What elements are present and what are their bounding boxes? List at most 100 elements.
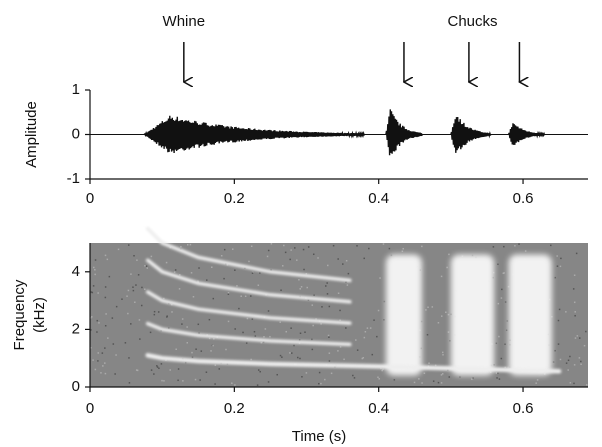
noise-dot xyxy=(218,368,221,370)
noise-dot xyxy=(263,335,265,338)
noise-dot xyxy=(440,275,443,278)
noise-dot xyxy=(388,247,391,250)
noise-dot xyxy=(297,356,299,359)
noise-dot xyxy=(94,368,97,371)
noise-dot xyxy=(585,384,588,386)
y-tick-label: 4 xyxy=(72,263,80,280)
noise-dot xyxy=(302,248,305,251)
noise-dot xyxy=(163,297,165,300)
x-tick-label: 0.6 xyxy=(513,400,534,417)
noise-dot xyxy=(208,337,211,340)
noise-dot xyxy=(377,376,379,379)
waveform-burst xyxy=(507,123,546,145)
noise-dot xyxy=(236,285,238,287)
noise-dot xyxy=(177,368,180,370)
noise-dot xyxy=(128,382,131,384)
noise-dot xyxy=(90,329,92,331)
noise-dot xyxy=(144,265,146,267)
noise-dot xyxy=(306,286,308,289)
noise-dot xyxy=(270,243,273,245)
noise-dot xyxy=(421,382,423,384)
noise-dot xyxy=(94,269,96,271)
noise-dot xyxy=(104,286,107,288)
noise-dot xyxy=(156,366,159,368)
noise-dot xyxy=(187,244,189,246)
noise-dot xyxy=(111,317,114,319)
noise-dot xyxy=(117,248,120,251)
noise-dot xyxy=(115,305,118,308)
noise-dot xyxy=(363,257,365,260)
noise-dot xyxy=(250,295,252,297)
noise-dot xyxy=(574,337,577,339)
noise-dot xyxy=(191,351,193,354)
noise-dot xyxy=(104,324,107,327)
noise-dot xyxy=(575,252,578,255)
noise-dot xyxy=(514,245,516,247)
noise-dot xyxy=(227,320,230,323)
noise-dot xyxy=(361,357,364,360)
noise-dot xyxy=(244,295,247,298)
noise-dot xyxy=(332,244,335,247)
noise-dot xyxy=(498,378,501,380)
noise-dot xyxy=(441,351,444,354)
noise-dot xyxy=(524,250,527,252)
x-tick-label: 0 xyxy=(86,400,94,417)
noise-dot xyxy=(166,316,168,318)
noise-dot xyxy=(90,347,92,349)
noise-dot xyxy=(495,372,498,374)
noise-dot xyxy=(211,266,213,268)
noise-dot xyxy=(326,282,328,284)
noise-dot xyxy=(567,369,569,371)
noise-dot xyxy=(174,269,177,271)
x-tick-label: 0.6 xyxy=(513,190,534,207)
y-tick-label: 1 xyxy=(72,81,80,98)
noise-dot xyxy=(347,272,350,275)
noise-dot xyxy=(327,264,329,267)
noise-dot xyxy=(127,244,130,246)
noise-dot xyxy=(190,272,193,274)
noise-dot xyxy=(337,258,339,260)
noise-dot xyxy=(133,254,135,257)
noise-dot xyxy=(252,271,254,274)
noise-dot xyxy=(227,291,230,294)
noise-dot xyxy=(301,376,303,378)
noise-dot xyxy=(377,309,380,312)
noise-dot xyxy=(449,340,451,342)
waveform-burst xyxy=(143,115,365,154)
noise-dot xyxy=(279,321,281,323)
noise-dot xyxy=(369,327,372,329)
noise-dot xyxy=(141,286,143,289)
noise-dot xyxy=(318,371,321,374)
noise-dot xyxy=(373,319,375,321)
noise-dot xyxy=(234,328,236,330)
noise-dot xyxy=(130,323,132,325)
noise-dot xyxy=(150,255,153,258)
noise-dot xyxy=(497,302,500,305)
noise-dot xyxy=(153,313,156,316)
noise-dot xyxy=(569,382,572,384)
noise-dot xyxy=(279,354,282,357)
noise-dot xyxy=(552,361,555,363)
noise-dot xyxy=(318,382,320,385)
noise-dot xyxy=(139,338,141,340)
noise-dot xyxy=(284,251,287,254)
noise-dot xyxy=(136,259,138,261)
noise-dot xyxy=(101,352,104,354)
noise-dot xyxy=(112,343,115,345)
noise-dot xyxy=(250,358,252,361)
noise-dot xyxy=(569,355,571,358)
noise-dot xyxy=(285,330,288,333)
noise-dot xyxy=(115,354,117,356)
y-tick-label: 0 xyxy=(72,378,80,395)
noise-dot xyxy=(91,291,94,294)
noise-dot xyxy=(102,365,104,367)
noise-dot xyxy=(447,313,450,316)
noise-dot xyxy=(536,379,539,381)
noise-dot xyxy=(132,286,134,288)
noise-dot xyxy=(437,381,440,384)
noise-dot xyxy=(184,361,187,364)
noise-dot xyxy=(197,323,200,326)
noise-dot xyxy=(503,272,505,274)
